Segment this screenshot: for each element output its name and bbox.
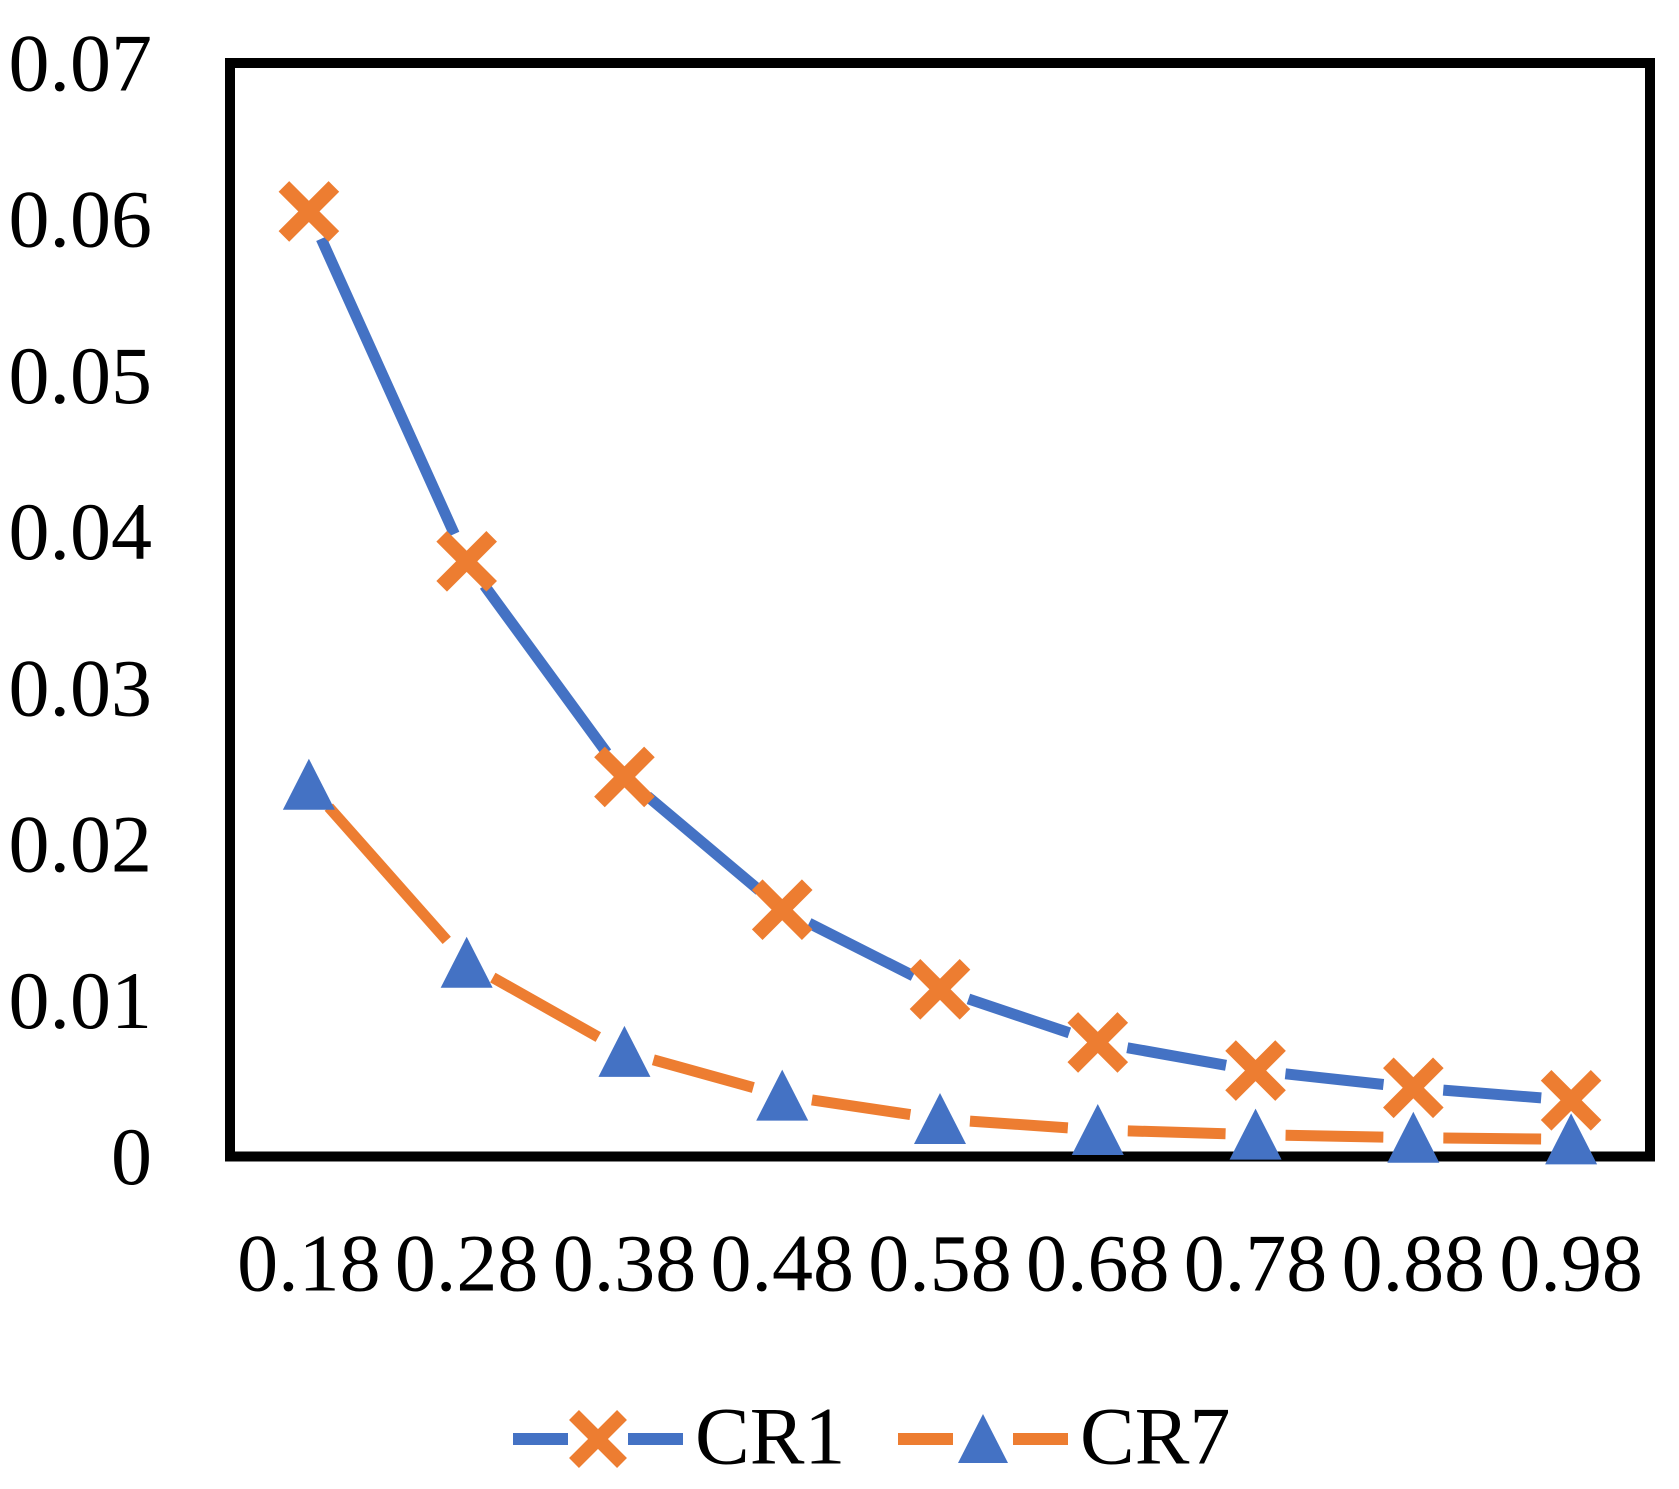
triangle-marker-icon [1229, 1108, 1282, 1160]
y-tick-label: 0.07 [9, 18, 153, 109]
line-segment [651, 1054, 755, 1093]
legend-item-CR7: CR7 [898, 1391, 1230, 1482]
triangle-marker-icon [1545, 1113, 1598, 1165]
x-marker-icon [1067, 1012, 1129, 1073]
y-tick-label: 0.01 [9, 955, 153, 1046]
legend-label: CR1 [695, 1391, 845, 1482]
line-segment [1442, 1084, 1542, 1104]
x-marker-icon [751, 879, 813, 940]
series-line-CR1 [316, 236, 1542, 1104]
series-markers-CR7 [282, 758, 1598, 1165]
triangle-marker-icon [1387, 1111, 1440, 1163]
y-tick-label: 0.03 [9, 642, 153, 733]
x-marker-icon [594, 746, 655, 808]
x-marker-icon [569, 1410, 627, 1468]
legend-item-CR1: CR1 [513, 1391, 845, 1482]
x-marker-icon [1540, 1069, 1602, 1131]
x-marker-icon [278, 181, 340, 242]
x-axis-tick-labels: 0.18 0.28 0.38 0.48 0.58 0.68 0.78 0.88 0.98 [237, 1218, 1643, 1309]
line-segment [966, 993, 1072, 1039]
plot-border [225, 58, 1655, 1162]
line-segment [1127, 1125, 1226, 1140]
line-segment [1285, 1129, 1384, 1143]
x-marker-icon [909, 959, 971, 1020]
triangle-marker-icon [598, 1025, 651, 1077]
y-tick-label: 0.02 [9, 799, 153, 890]
x-tick-label: 0.88 [1342, 1218, 1486, 1309]
line-segment [1443, 1132, 1542, 1145]
x-tick-label: 0.48 [710, 1218, 854, 1309]
x-tick-label: 0.58 [868, 1218, 1012, 1309]
x-marker-icon [1383, 1057, 1444, 1119]
line-segment [643, 792, 763, 895]
x-tick-label: 0.98 [1499, 1218, 1643, 1309]
line-segment [490, 972, 602, 1042]
series-line-CR7 [324, 803, 1542, 1145]
legend: CR1 CR7 [513, 1391, 1230, 1482]
series-markers-CR1 [278, 181, 1602, 1131]
line-segment [811, 1094, 912, 1121]
triangle-marker-icon [440, 936, 493, 988]
line-segment [1126, 1042, 1227, 1071]
triangle-marker-icon [282, 758, 335, 810]
line-segment [1284, 1068, 1385, 1090]
line-segment [806, 918, 916, 981]
triangle-marker-icon [756, 1069, 809, 1121]
y-axis-tick-labels: 0 0.01 0.02 0.03 0.04 0.05 0.06 0.07 [9, 18, 153, 1203]
y-tick-label: 0.06 [9, 174, 153, 265]
triangle-marker-icon [1071, 1103, 1124, 1155]
x-tick-label: 0.28 [395, 1218, 539, 1309]
x-tick-label: 0.78 [1184, 1218, 1328, 1309]
triangle-marker-icon [958, 1414, 1008, 1463]
x-marker-icon [1225, 1040, 1286, 1101]
y-tick-label: 0 [111, 1111, 152, 1202]
line-segment [479, 582, 612, 756]
line-segment [316, 236, 460, 537]
x-marker-icon [436, 531, 497, 592]
legend-label: CR7 [1080, 1391, 1230, 1482]
y-tick-label: 0.05 [9, 330, 153, 421]
x-tick-label: 0.18 [237, 1218, 381, 1309]
x-tick-label: 0.68 [1026, 1218, 1170, 1309]
x-tick-label: 0.38 [553, 1218, 697, 1309]
y-tick-label: 0.04 [9, 486, 153, 577]
line-segment [969, 1115, 1069, 1134]
line-segment [324, 803, 451, 944]
triangle-marker-icon [914, 1093, 966, 1145]
